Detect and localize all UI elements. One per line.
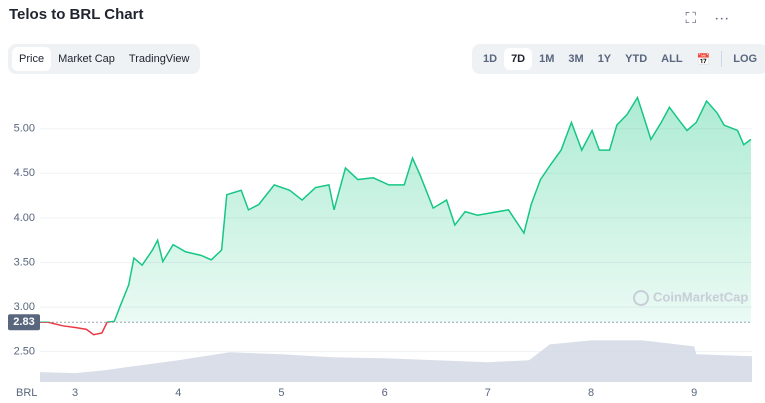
x-tick-label: 8 (588, 387, 594, 399)
tab[interactable]: TradingView (128, 53, 190, 65)
y-tick-label: 4.00 (14, 212, 35, 224)
x-tick-label: 5 (278, 387, 284, 399)
reference-badge (8, 314, 40, 331)
y-tick-label: 2.50 (14, 346, 35, 358)
tab-bar: Price Market Cap TradingView (8, 44, 201, 74)
volume-area (40, 340, 752, 382)
range-button[interactable]: 1D (483, 53, 498, 65)
currency-label: BRL (16, 387, 37, 399)
price-area (40, 97, 751, 323)
x-tick-label: 9 (691, 387, 697, 399)
reference-label: 2.83 (13, 316, 34, 328)
price-line (40, 95, 752, 323)
log-button[interactable]: LOG (733, 53, 758, 65)
range-button[interactable]: 1M (539, 53, 555, 65)
range-button[interactable]: ALL (661, 53, 683, 65)
range-button[interactable]: 7D (504, 48, 533, 70)
y-tick-label: 5.00 (14, 123, 35, 135)
x-tick-label: 6 (382, 387, 388, 399)
title: Telos to BRL Chart (9, 6, 144, 23)
range-button[interactable]: 3M (568, 53, 584, 65)
separator (721, 51, 723, 67)
x-tick-label: 7 (485, 387, 491, 399)
y-tick-label: 4.50 (14, 167, 35, 179)
x-tick-label: 3 (72, 387, 78, 399)
calendar-button[interactable]: 📅 (696, 53, 711, 66)
x-tick-label: 4 (175, 387, 181, 399)
toolbar-icons[interactable]: ⛶⋯ (685, 10, 747, 27)
range-button[interactable]: YTD (625, 53, 648, 65)
y-tick-label: 3.00 (14, 301, 35, 313)
price-line-down (40, 322, 114, 336)
range-button[interactable]: 1Y (597, 53, 612, 65)
y-tick-label: 3.50 (14, 256, 35, 268)
range-bar: 1D 7D 1M 3M 1Y YTD ALL 📅 LOG (472, 44, 765, 74)
watermark: CoinMarketCap (653, 289, 748, 304)
watermark-logo (633, 290, 649, 306)
tab[interactable]: Market Cap (58, 53, 115, 65)
tab[interactable]: Price (12, 47, 52, 71)
